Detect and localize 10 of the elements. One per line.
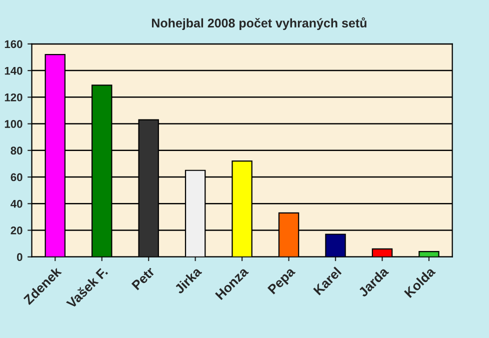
y-tick-label: 60 <box>10 173 22 182</box>
y-tick-label: 20 <box>10 226 22 234</box>
y-tick-label: 0 <box>17 253 22 262</box>
y-tick-label: 160 <box>4 40 22 48</box>
y-tick-label: 40 <box>10 200 22 208</box>
y-tick-label: 100 <box>4 120 22 128</box>
y-tick-label: 80 <box>10 146 22 155</box>
y-tick-label: 120 <box>4 93 22 102</box>
chart-title: Nohejbal 2008 počet vyhraných setů <box>152 17 366 30</box>
y-tick-label: 140 <box>4 66 22 75</box>
